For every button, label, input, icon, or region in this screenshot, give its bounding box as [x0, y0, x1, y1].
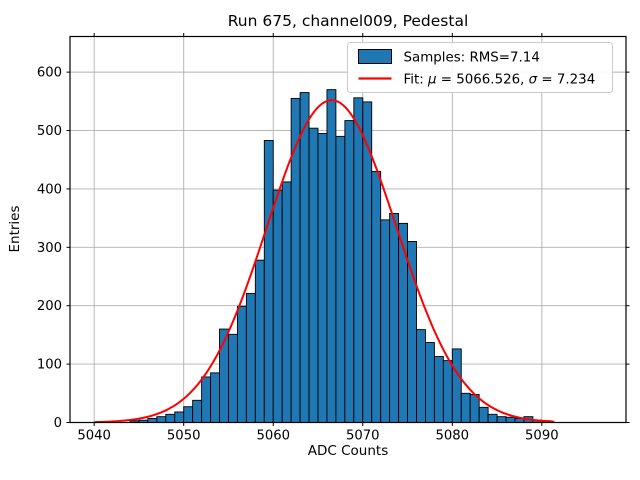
histogram-bar — [451, 348, 462, 423]
histogram-bar — [317, 132, 328, 423]
histogram-bar — [165, 413, 176, 423]
histogram-bars — [129, 89, 552, 423]
histogram-bar — [192, 399, 203, 423]
histogram-bar — [245, 292, 256, 423]
chart-title: Run 675, channel009, Pedestal — [227, 12, 469, 30]
histogram-bar — [326, 89, 337, 423]
histogram-bar — [228, 333, 238, 423]
x-tick-label: 5040 — [77, 429, 111, 444]
y-tick-label: 600 — [37, 66, 62, 81]
x-axis-label: ADC Counts — [307, 443, 389, 459]
x-tick-label: 5080 — [436, 429, 470, 444]
histogram-bar — [478, 406, 489, 423]
x-tick-label: 5070 — [346, 429, 380, 444]
histogram-bar — [156, 416, 167, 423]
histogram-bar — [308, 127, 319, 423]
y-axis-ticks: 0 100 200 300 400 500 600 — [37, 66, 630, 431]
histogram-bar — [505, 416, 516, 423]
histogram-bar — [174, 411, 185, 423]
x-tick-label: 5090 — [525, 429, 559, 444]
histogram-bar — [425, 342, 435, 423]
histogram-bar — [183, 406, 194, 423]
histogram-bar — [210, 372, 220, 423]
y-tick-label: 500 — [37, 124, 62, 139]
histogram-bar — [344, 120, 355, 423]
histogram-bar — [442, 360, 453, 423]
histogram-bar — [487, 413, 498, 423]
histogram-bar — [147, 417, 158, 423]
y-tick-label: 300 — [37, 241, 62, 256]
fit-line — [94, 99, 555, 424]
histogram-bar — [272, 189, 283, 423]
x-axis-ticks: 5040 5050 5060 5070 5080 5090 — [77, 33, 559, 444]
histogram-bar — [460, 392, 471, 423]
histogram-bar — [254, 259, 265, 423]
y-tick-label: 0 — [54, 416, 62, 431]
legend-label: Samples: RMS=7.14 — [404, 50, 540, 65]
histogram-bar — [201, 376, 212, 423]
x-tick-label: 5050 — [167, 429, 201, 444]
histogram-bar — [299, 92, 310, 423]
histogram-bar — [353, 97, 364, 423]
legend-box — [347, 42, 613, 93]
legend-label: Fit: μ = 5066.526, σ = 7.234 — [404, 72, 596, 87]
histogram-bar — [469, 394, 480, 423]
histogram-bar — [371, 170, 382, 423]
y-tick-label: 400 — [37, 182, 62, 197]
histogram-bar — [335, 135, 346, 423]
y-axis-label: Entries — [7, 205, 23, 253]
histogram-bar — [433, 356, 444, 423]
histogram-bar — [380, 219, 391, 423]
legend-patch-samples — [358, 49, 392, 64]
axes-frame — [69, 35, 627, 424]
histogram-bar — [263, 139, 274, 423]
y-tick-label: 200 — [37, 299, 62, 314]
x-tick-label: 5060 — [256, 429, 290, 444]
histogram-bar — [281, 181, 292, 423]
histogram-bar — [407, 241, 417, 423]
y-tick-label: 100 — [37, 358, 62, 373]
legend: Samples: RMS=7.14 Fit: μ = 5066.526, σ = … — [347, 42, 613, 93]
histogram-bar — [236, 305, 247, 423]
histogram-bar — [416, 329, 426, 423]
histogram-bar — [496, 416, 507, 423]
histogram-bar — [389, 212, 400, 423]
histogram-bar — [362, 101, 373, 423]
